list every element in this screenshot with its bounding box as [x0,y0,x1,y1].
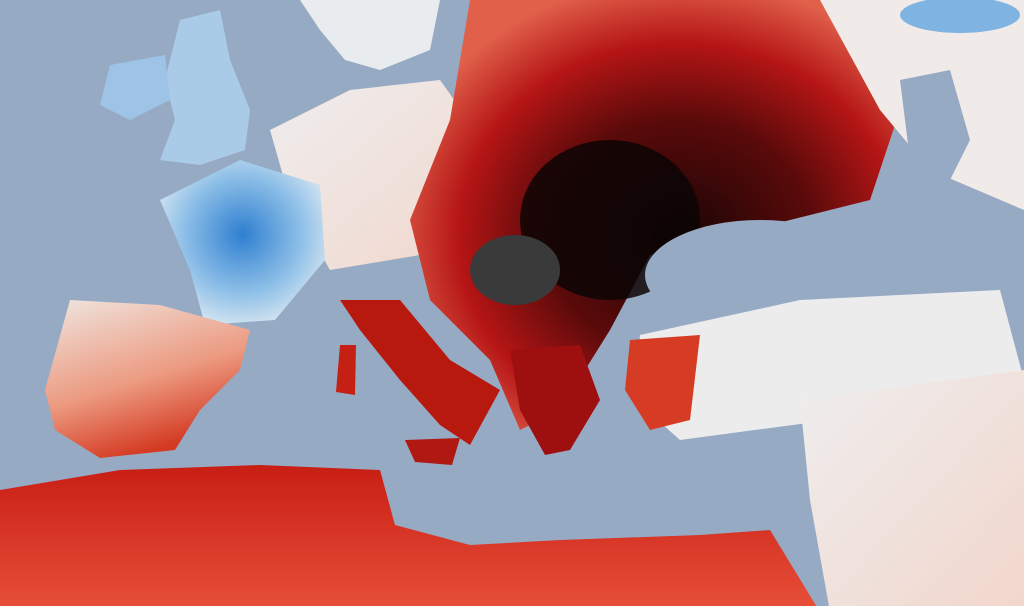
north-africa [0,465,820,612]
caspian [900,70,970,200]
sardinia [336,345,356,395]
france [160,160,325,325]
sicily [405,438,460,465]
scandinavia [300,0,440,70]
iberia [45,300,250,458]
heat-core-grey [470,235,560,305]
britain [160,10,250,165]
turkey [635,290,1024,440]
west-turkey [625,335,700,430]
middle-east [800,370,1024,612]
cold-spot [900,0,1020,33]
italy [340,300,500,445]
caption-strip [0,606,1024,612]
ireland [100,55,170,120]
greece [510,345,600,455]
